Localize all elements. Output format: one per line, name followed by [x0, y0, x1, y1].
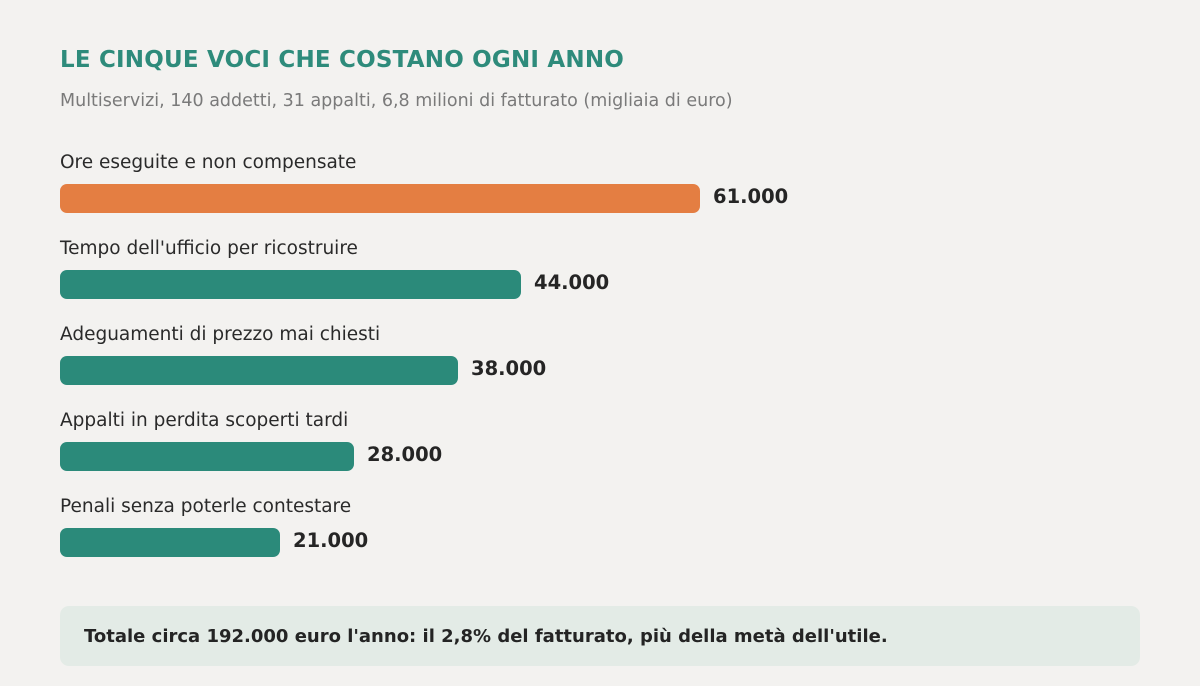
summary-note: Totale circa 192.000 euro l'anno: il 2,8…	[60, 606, 1140, 666]
bar	[60, 442, 354, 471]
bar-row: Appalti in perdita scoperti tardi 28.000	[60, 410, 1140, 496]
bar-category-label: Ore eseguite e non compensate	[60, 152, 357, 173]
bar-row: Ore eseguite e non compensate 61.000	[60, 152, 1140, 238]
bar-value-label: 28.000	[367, 443, 443, 466]
bar-row: Tempo dell'ufficio per ricostruire 44.000	[60, 238, 1140, 324]
bar-value-label: 21.000	[293, 529, 369, 552]
bar-category-label: Adeguamenti di prezzo mai chiesti	[60, 324, 381, 345]
chart-title: LE CINQUE VOCI CHE COSTANO OGNI ANNO	[60, 47, 625, 73]
bar-value-label: 61.000	[713, 185, 789, 208]
bar-value-label: 38.000	[471, 357, 547, 380]
bar	[60, 356, 458, 385]
bar-row: Penali senza poterle contestare 21.000	[60, 496, 1140, 582]
chart-subtitle: Multiservizi, 140 addetti, 31 appalti, 6…	[60, 91, 733, 111]
bar	[60, 270, 521, 299]
bar-category-label: Tempo dell'ufficio per ricostruire	[60, 238, 358, 259]
bar-value-label: 44.000	[534, 271, 610, 294]
bar-category-label: Penali senza poterle contestare	[60, 496, 352, 517]
bar	[60, 184, 700, 213]
bar-list: Ore eseguite e non compensate 61.000 Tempo…	[60, 152, 1140, 582]
bar	[60, 528, 280, 557]
bar-category-label: Appalti in perdita scoperti tardi	[60, 410, 349, 431]
bar-row: Adeguamenti di prezzo mai chiesti 38.000	[60, 324, 1140, 410]
